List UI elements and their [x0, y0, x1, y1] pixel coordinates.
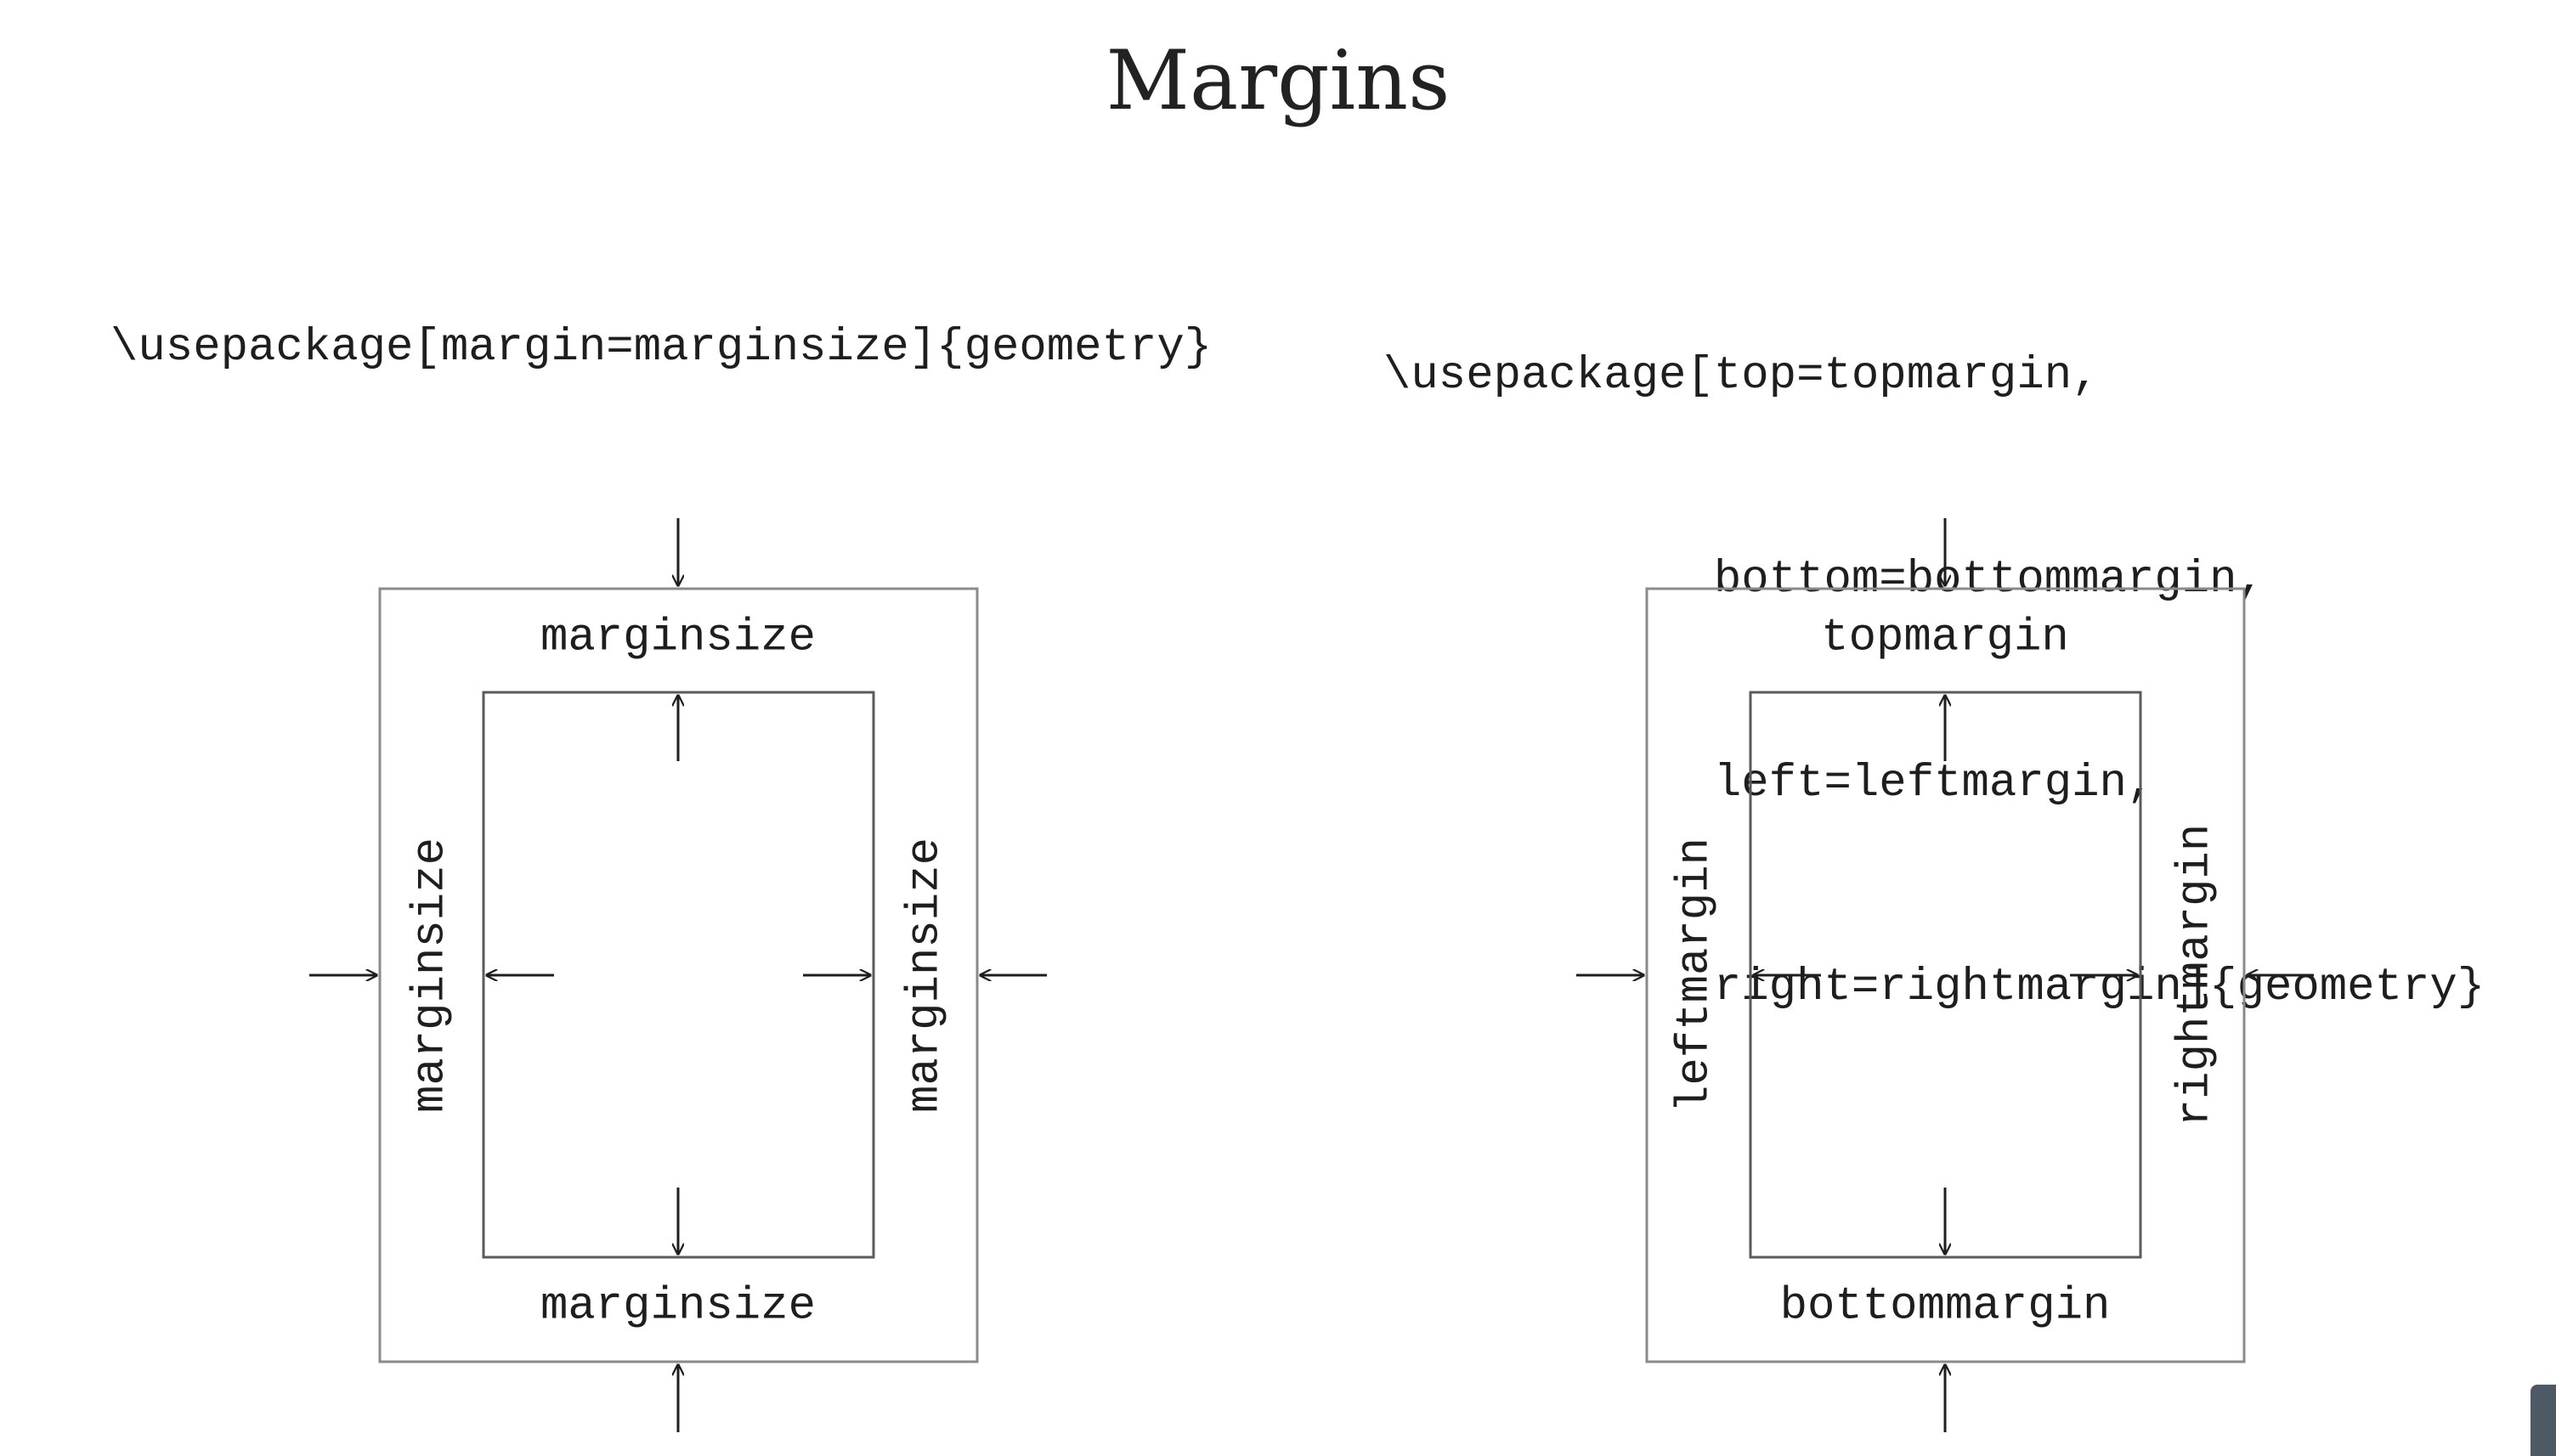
right-code-line: \usepackage[top=topmargin, [1383, 350, 2100, 402]
right-code-line: bottom=bottommargin, [1383, 554, 2265, 606]
right-page-diagram: topmargin bottommargin leftmargin rightm… [1576, 518, 2314, 1432]
right-top-label: topmargin [1821, 612, 2069, 663]
left-bottom-label: marginsize [540, 1280, 816, 1332]
right-page-outline [1645, 587, 2246, 1363]
left-top-label: marginsize [540, 612, 816, 663]
left-page-diagram: marginsize marginsize marginsize margins… [309, 518, 1047, 1432]
right-bottom-label: bottommargin [1780, 1280, 2111, 1332]
left-page-outline [378, 587, 979, 1363]
right-text-area [1749, 691, 2142, 1259]
corner-thumbnail [2531, 1385, 2556, 1456]
right-left-label: leftmargin [1669, 838, 1721, 1113]
left-right-label: marginsize [899, 838, 951, 1113]
slide-title: Margins [1106, 33, 1450, 128]
right-code-snippet: \usepackage[top=topmargin, bottom=bottom… [1383, 206, 2485, 1158]
right-code-line: left=leftmargin, [1383, 758, 2155, 810]
left-code-snippet: \usepackage[margin=marginsize]{geometry} [110, 322, 1213, 374]
right-code-line: right=rightmargin]{geometry} [1383, 962, 2485, 1013]
left-left-label: marginsize [404, 838, 456, 1113]
left-text-area [482, 691, 875, 1259]
right-right-label: rightmargin [2169, 824, 2221, 1126]
